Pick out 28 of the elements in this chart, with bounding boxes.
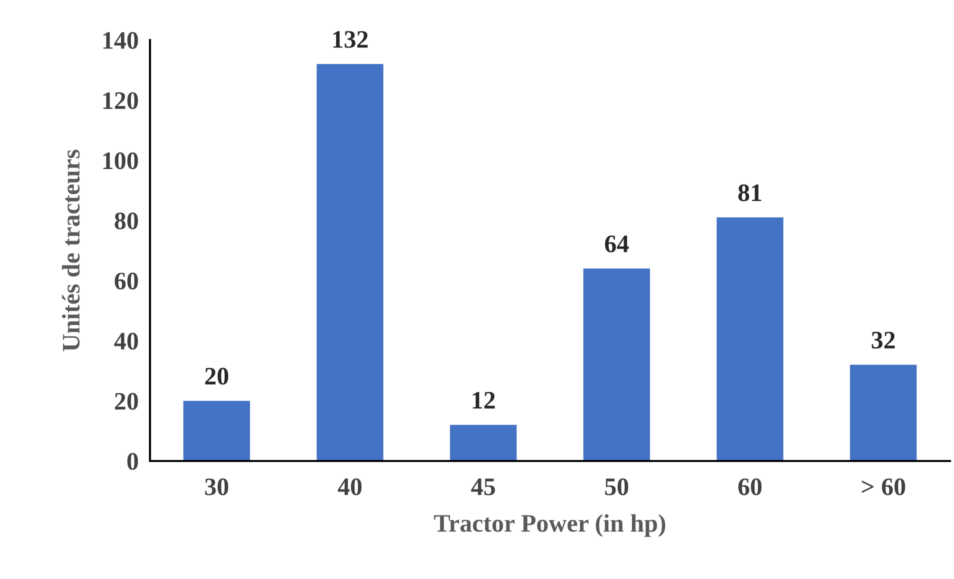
- y-tick-label: 100: [103, 152, 138, 170]
- x-tick-label: 60: [738, 478, 762, 496]
- data-label: 12: [472, 392, 495, 408]
- bar: [450, 424, 517, 461]
- y-axis-title: Unités de tracteurs: [62, 150, 80, 352]
- y-tick-label: 20: [114, 392, 138, 410]
- x-axis-title: Tractor Power (in hp): [434, 514, 666, 537]
- y-tick-label: 60: [114, 272, 138, 290]
- bar: [850, 364, 917, 461]
- y-tick-label: 120: [103, 92, 138, 110]
- y-tick-label: 0: [127, 453, 138, 470]
- x-tick-label: 50: [605, 478, 628, 496]
- x-tick-label: 30: [205, 478, 228, 496]
- y-tick-label: 140: [103, 32, 138, 49]
- data-label: 32: [872, 332, 895, 349]
- data-label: 81: [738, 184, 762, 202]
- x-tick-label: 40: [338, 478, 362, 496]
- bar: [583, 268, 650, 461]
- bar: [716, 217, 784, 461]
- y-tick-label: 40: [114, 332, 138, 350]
- bar: [316, 64, 384, 461]
- data-label: 64: [605, 236, 629, 252]
- data-label: 20: [205, 368, 228, 385]
- bar: [183, 400, 250, 461]
- x-tick-label: > 60: [862, 478, 906, 496]
- data-label: 132: [333, 31, 368, 48]
- y-tick-label: 80: [114, 212, 138, 230]
- x-tick-label: 45: [471, 478, 495, 496]
